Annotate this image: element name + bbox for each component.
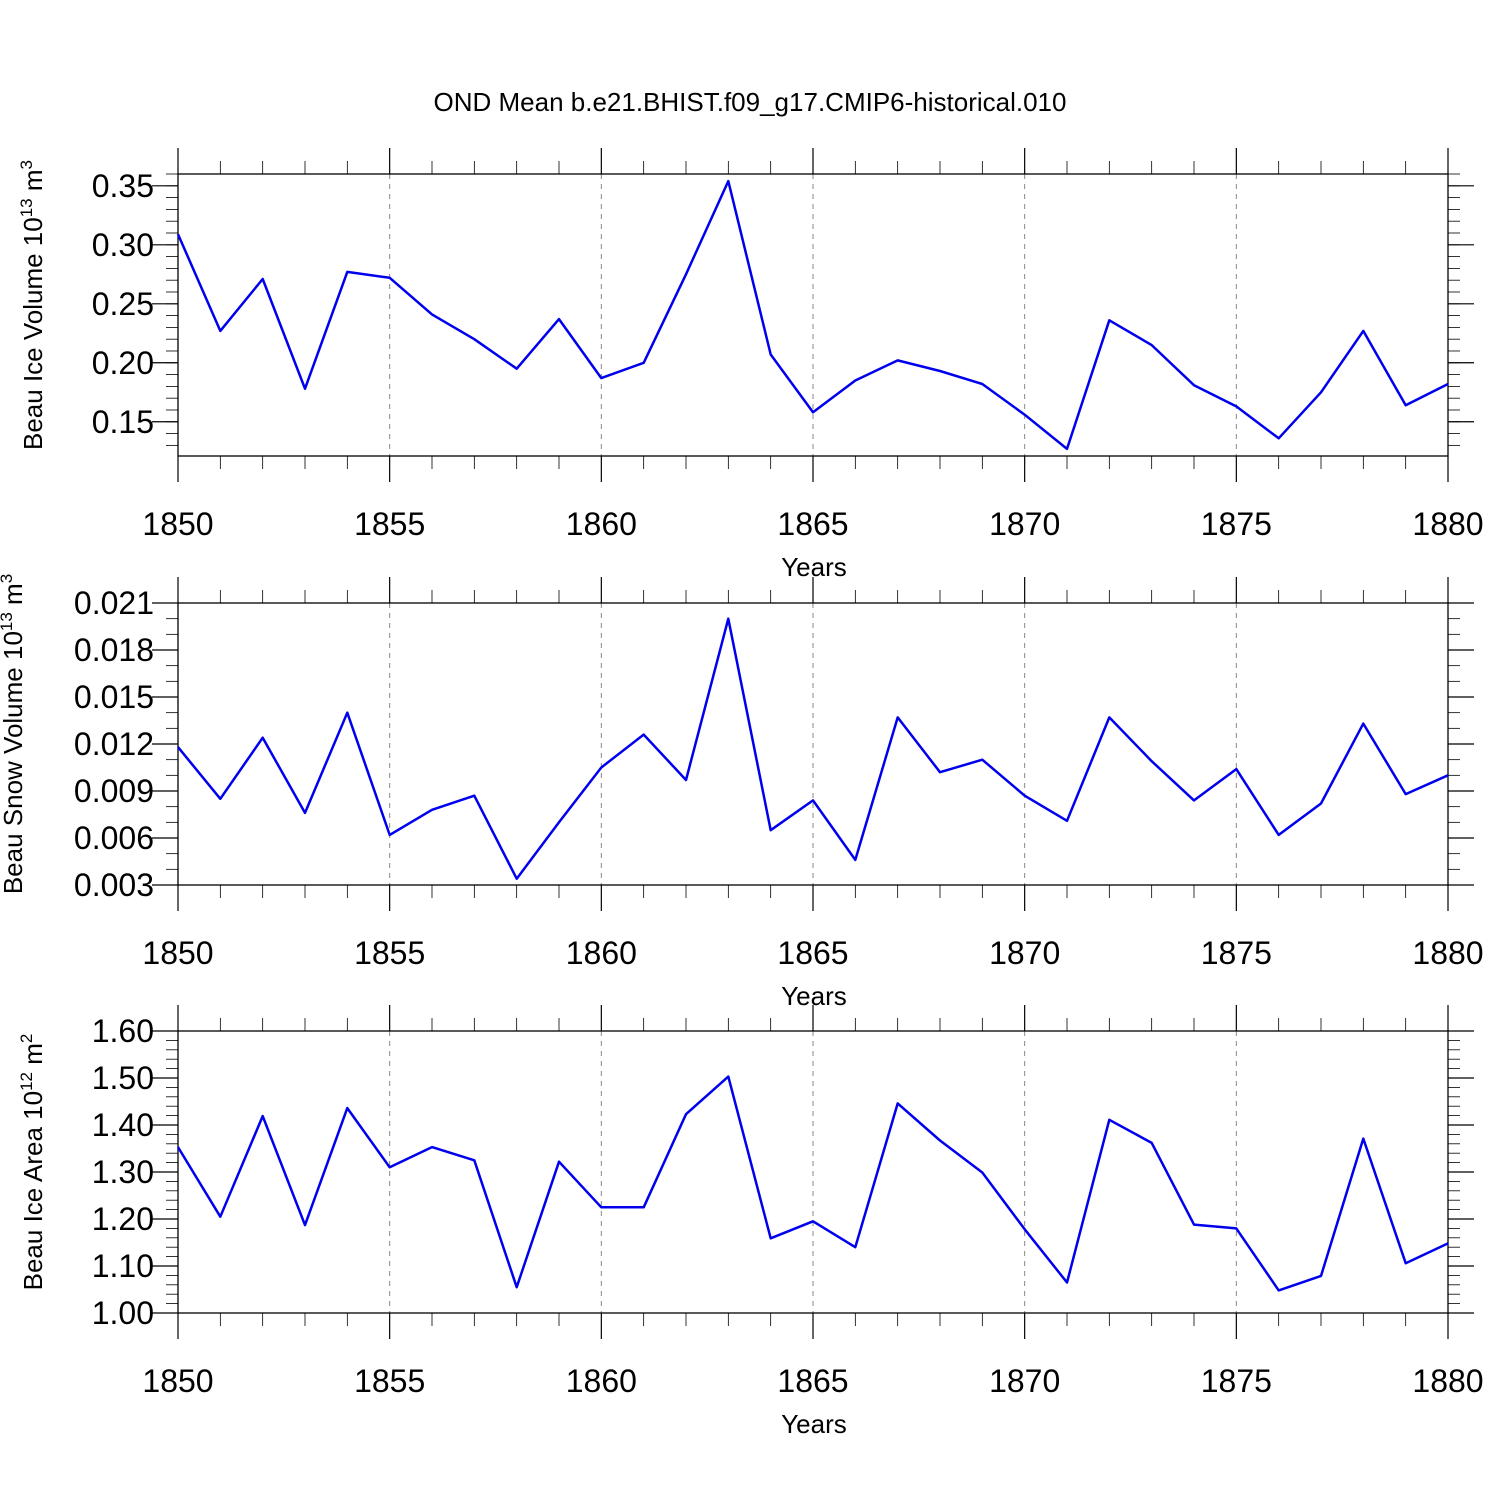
series-line: [176, 179, 1449, 451]
y-tick-label: 0.30: [92, 227, 154, 263]
x-tick-label: 1860: [566, 506, 637, 542]
x-tick-label: 1875: [1201, 506, 1272, 542]
y-tick-label: 0.20: [92, 345, 154, 381]
x-tick-label: 1865: [777, 1363, 848, 1399]
x-tick-label: 1855: [354, 1363, 425, 1399]
x-axis-label: Years: [781, 552, 847, 582]
y-tick-label: 0.015: [74, 679, 154, 715]
x-axis-label: Years: [781, 1409, 847, 1439]
series-line: [176, 1075, 1449, 1292]
y-tick-label: 0.009: [74, 773, 154, 809]
panel-3: 1.00 1.10 1.20 1.30 1.40 1.50 1.60 1850 1855 1860…: [17, 1005, 1484, 1439]
y-tick-label: 1.50: [92, 1060, 154, 1096]
figure-title: OND Mean b.e21.BHIST.f09_g17.CMIP6-histo…: [434, 87, 1067, 117]
y-tick-label: 0.003: [74, 867, 154, 903]
x-tick-label: 1865: [777, 935, 848, 971]
panel-1: 0.15 0.20 0.25 0.30 0.35 1850 1855 1860 1865 1870…: [17, 148, 1484, 582]
x-tick-label: 1875: [1201, 935, 1272, 971]
x-tick-label: 1860: [566, 935, 637, 971]
x-tick-label: 1870: [989, 935, 1060, 971]
x-axis-label: Years: [781, 981, 847, 1011]
plots: 0.15 0.20 0.25 0.30 0.35 1850 1855 1860 1865 1870…: [0, 148, 1484, 1439]
x-tick-label: 1870: [989, 506, 1060, 542]
x-tick-label: 1850: [142, 506, 213, 542]
y-tick-label: 1.40: [92, 1107, 154, 1143]
y-tick-label: 0.012: [74, 726, 154, 762]
panel-2: 0.003 0.006 0.009 0.012 0.015 0.018 0.021 1850 1…: [0, 574, 1484, 1011]
y-tick-label: 1.60: [92, 1013, 154, 1049]
x-tick-label: 1855: [354, 935, 425, 971]
x-tick-label: 1880: [1412, 935, 1483, 971]
y-axis-label: Beau Snow Volume 1013 m3: [0, 574, 28, 894]
y-tick-label: 1.20: [92, 1201, 154, 1237]
x-tick-label: 1860: [566, 1363, 637, 1399]
series-line: [177, 617, 1449, 880]
x-tick-label: 1880: [1412, 506, 1483, 542]
y-tick-label: 0.15: [92, 404, 154, 440]
y-tick-label: 0.006: [74, 820, 154, 856]
y-axis-label: Beau Ice Area 1012 m2: [17, 1034, 48, 1291]
x-tick-label: 1875: [1201, 1363, 1272, 1399]
y-tick-label: 1.00: [92, 1295, 154, 1331]
y-tick-label: 1.10: [92, 1248, 154, 1284]
y-tick-label: 0.25: [92, 286, 154, 322]
x-tick-label: 1865: [777, 506, 848, 542]
y-tick-label: 0.35: [92, 168, 154, 204]
y-tick-label: 0.021: [74, 585, 154, 621]
x-tick-label: 1870: [989, 1363, 1060, 1399]
x-tick-label: 1855: [354, 506, 425, 542]
y-tick-label: 1.30: [92, 1154, 154, 1190]
x-tick-label: 1850: [142, 935, 213, 971]
x-tick-label: 1880: [1412, 1363, 1483, 1399]
y-axis-label: Beau Ice Volume 1013 m3: [17, 160, 48, 450]
y-tick-label: 0.018: [74, 632, 154, 668]
x-tick-label: 1850: [142, 1363, 213, 1399]
